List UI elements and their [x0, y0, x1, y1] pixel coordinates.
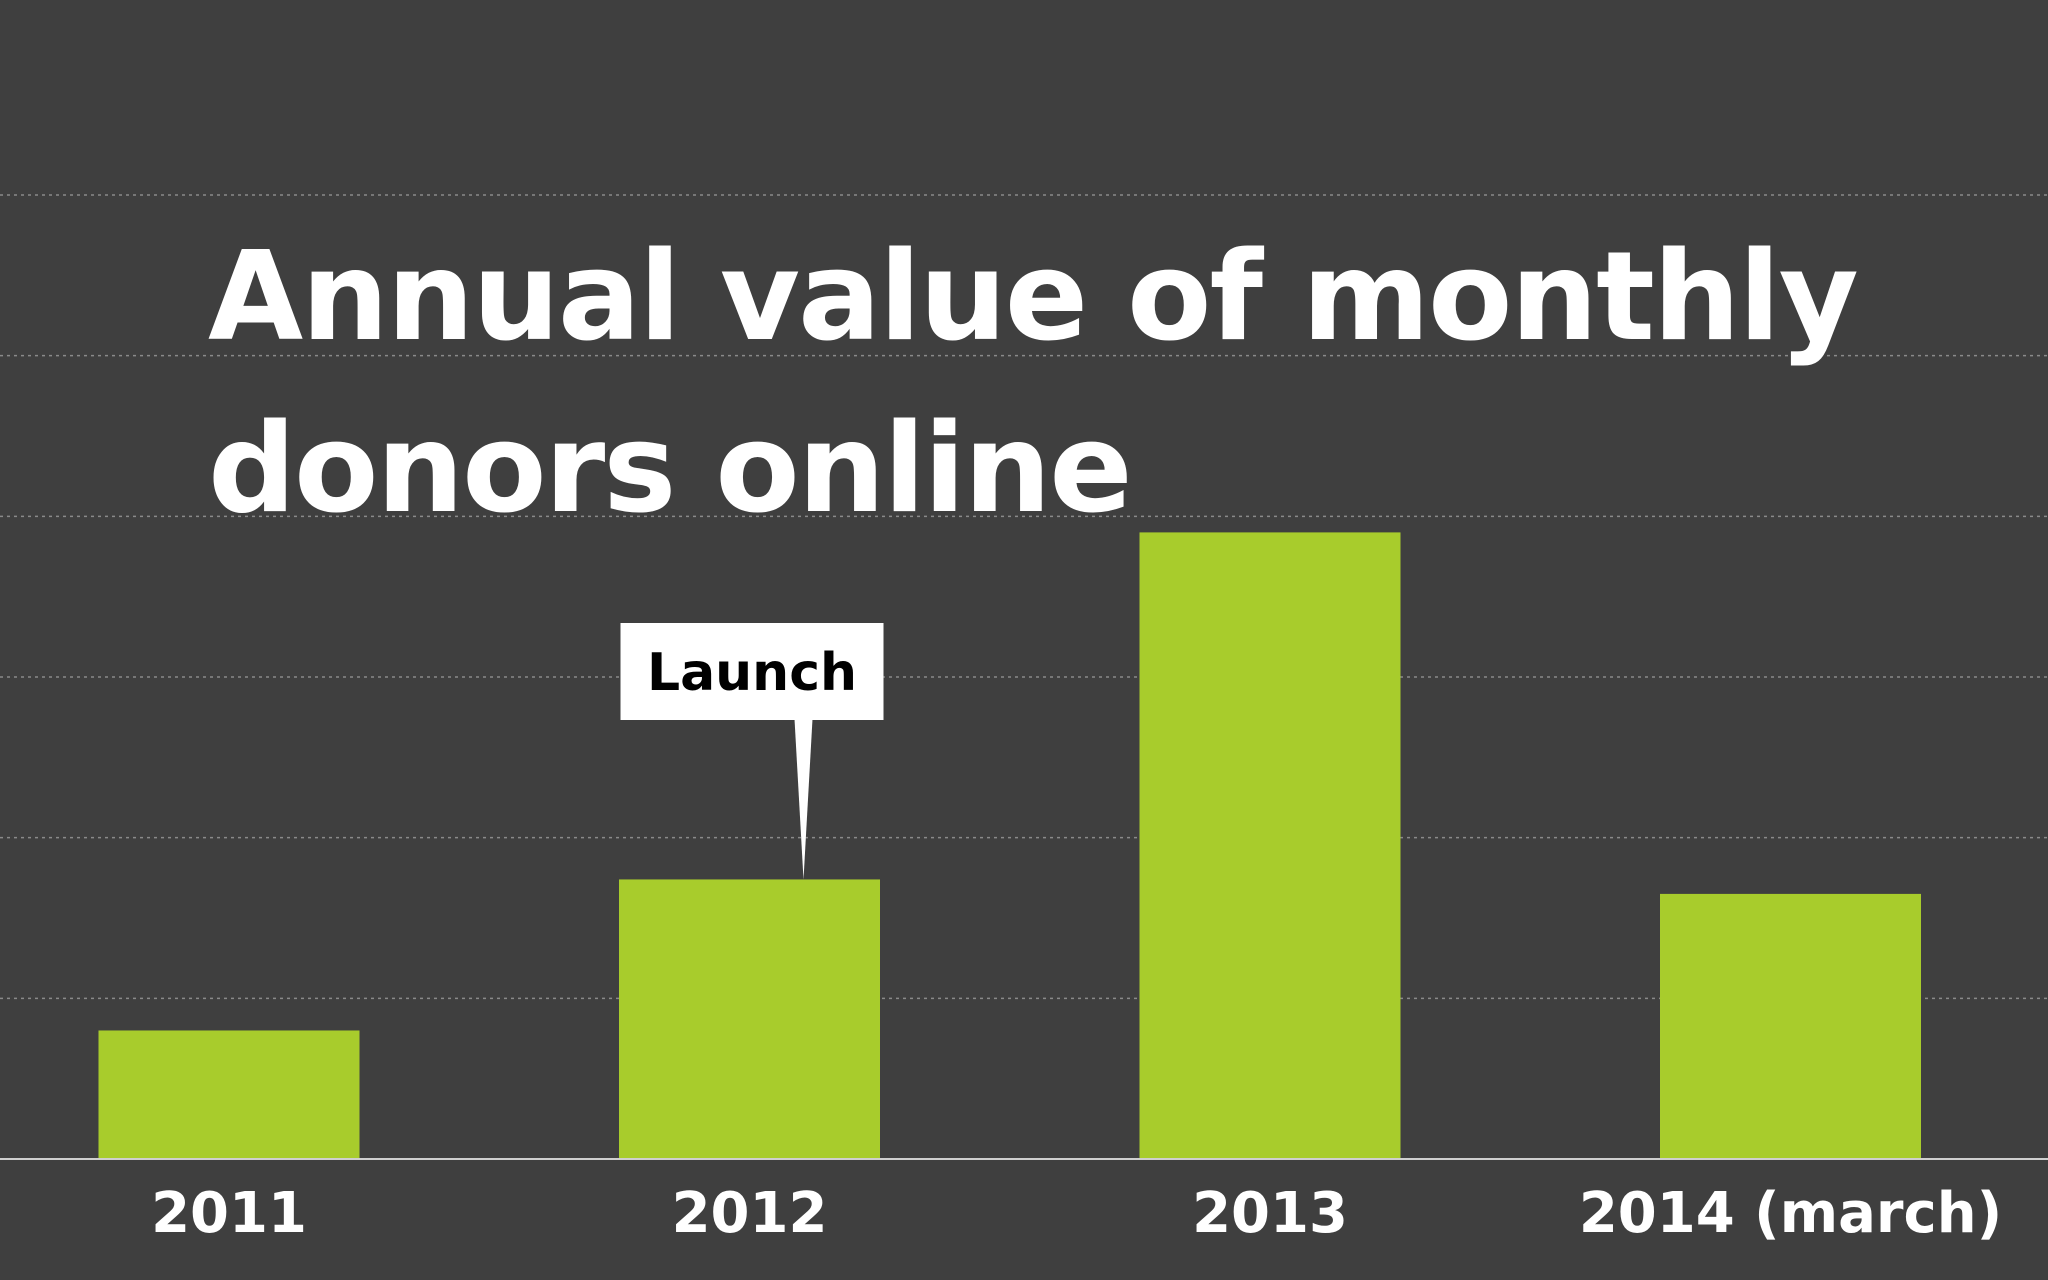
annotations: Launch	[620, 623, 884, 880]
x-tick-label: 2013	[1192, 1181, 1348, 1246]
bar-2011	[98, 1030, 360, 1159]
chart-title: Annual value of monthly donors online	[208, 226, 1859, 541]
launch-callout: Launch	[620, 623, 884, 880]
callout-box	[620, 623, 884, 720]
x-tick-label: 2012	[672, 1181, 828, 1246]
bars	[98, 532, 1921, 1159]
bar-2014-march-	[1660, 893, 1921, 1159]
bar-2013	[1139, 532, 1401, 1159]
x-tick-label: 2011	[151, 1181, 307, 1246]
callout-pointer	[794, 719, 813, 880]
bar-2012	[619, 879, 880, 1159]
gridlines	[0, 194, 2048, 1000]
x-tick-label: 2014 (march)	[1579, 1181, 2002, 1246]
x-tick-labels: 2011 2012 2013 2014 (march)	[151, 1181, 2002, 1246]
callout-label: Launch	[647, 643, 857, 703]
